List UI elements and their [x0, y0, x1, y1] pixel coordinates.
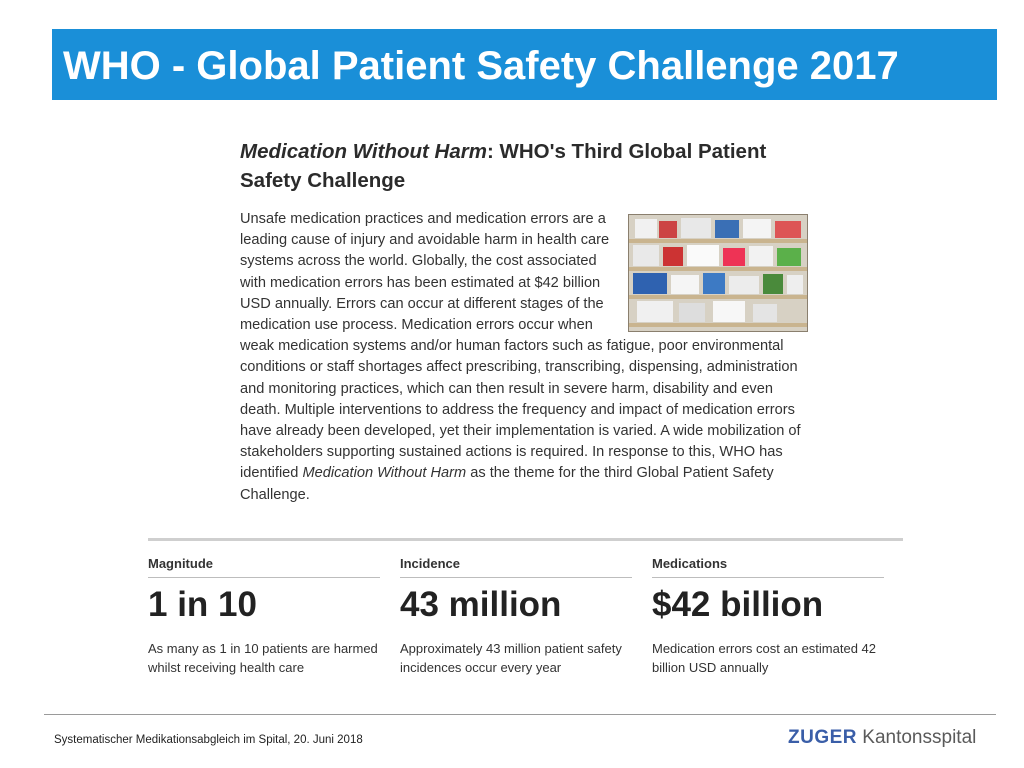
stat-medications: Medications $42 billion Medication error… — [652, 556, 884, 677]
article-heading: Medication Without Harm: WHO's Third Glo… — [240, 137, 810, 195]
stat-description: Medication errors cost an estimated 42 b… — [652, 641, 876, 675]
stats-divider — [148, 538, 903, 541]
medication-shelf-photo — [628, 214, 808, 332]
article-body-text-1: Unsafe medication practices and medicati… — [240, 211, 801, 482]
title-bar: WHO - Global Patient Safety Challenge 20… — [52, 29, 997, 100]
article-body: Unsafe medication practices and medicati… — [240, 209, 808, 506]
stat-label: Incidence — [400, 556, 632, 578]
stat-value: 43 million — [400, 585, 562, 624]
logo-part-2: Kantonsspital — [862, 727, 977, 748]
stat-value: $42 billion — [652, 585, 824, 624]
stat-incidence: Incidence 43 million Approximately 43 mi… — [400, 556, 632, 677]
article-heading-italic: Medication Without Harm — [240, 140, 487, 163]
stat-label: Magnitude — [148, 556, 380, 578]
hospital-logo: ZUGER Kantonsspital — [788, 727, 976, 749]
article-body-italic: Medication Without Harm — [302, 465, 467, 482]
article-heading-rest: : WHO's Third Global Patient Safety Chal… — [240, 140, 767, 192]
article-body-text-2: as the theme for the third Global Patien… — [240, 465, 774, 503]
stat-magnitude: Magnitude 1 in 10 As many as 1 in 10 pat… — [148, 556, 380, 677]
stat-label: Medications — [652, 556, 884, 578]
footer-divider — [44, 714, 996, 715]
stat-value: 1 in 10 — [148, 585, 257, 624]
logo-part-1: ZUGER — [788, 727, 857, 748]
article: Medication Without Harm: WHO's Third Glo… — [240, 137, 810, 503]
stat-description: As many as 1 in 10 patients are harmed w… — [148, 641, 378, 675]
slide-title: WHO - Global Patient Safety Challenge 20… — [63, 44, 899, 88]
footer-text: Systematischer Medikationsabgleich im Sp… — [54, 734, 363, 746]
stat-description: Approximately 43 million patient safety … — [400, 641, 622, 675]
